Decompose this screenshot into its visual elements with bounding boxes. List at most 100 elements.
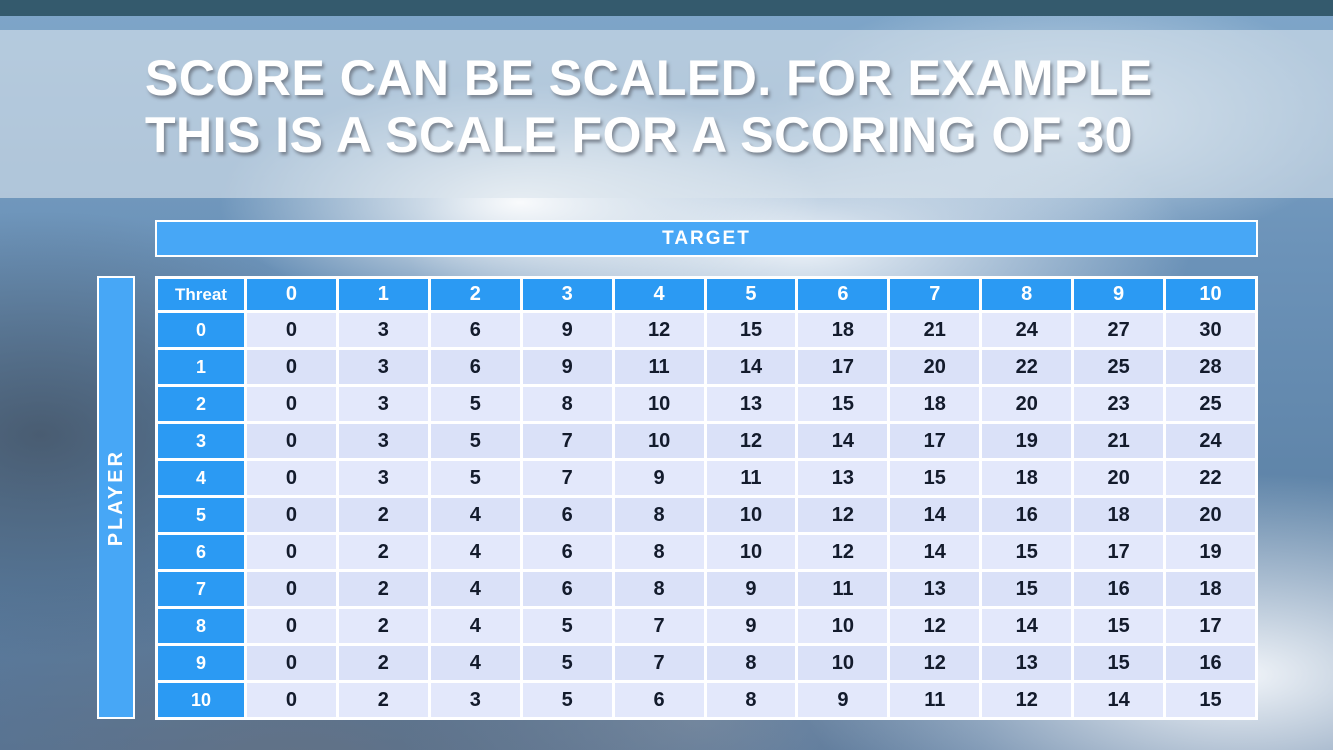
top-bar xyxy=(0,0,1333,16)
player-row-header: 4 xyxy=(158,461,244,495)
score-cell: 2 xyxy=(338,498,428,532)
target-col-header: 1 xyxy=(338,279,428,310)
score-cell: 8 xyxy=(706,683,796,717)
score-cell: 9 xyxy=(706,572,796,606)
table-row: 9 0 2 4 5 7 8 10 12 13 15 16 xyxy=(158,646,1255,680)
table-row: 2 0 3 5 8 10 13 15 18 20 23 25 xyxy=(158,387,1255,421)
score-cell: 4 xyxy=(430,498,520,532)
score-cell: 0 xyxy=(247,424,336,458)
score-cell: 28 xyxy=(1166,350,1255,384)
score-cell: 9 xyxy=(798,683,888,717)
score-cell: 0 xyxy=(247,683,336,717)
score-cell: 23 xyxy=(1074,387,1164,421)
score-cell: 10 xyxy=(798,609,888,643)
table-row: 1 0 3 6 9 11 14 17 20 22 25 28 xyxy=(158,350,1255,384)
score-cell: 16 xyxy=(1166,646,1255,680)
score-cell: 19 xyxy=(1166,535,1255,569)
score-cell: 21 xyxy=(890,313,980,347)
score-cell: 10 xyxy=(798,646,888,680)
score-cell: 13 xyxy=(890,572,980,606)
player-label: PLAYER xyxy=(104,448,127,547)
score-cell: 9 xyxy=(614,461,704,495)
score-cell: 14 xyxy=(1074,683,1164,717)
score-cell: 11 xyxy=(614,350,704,384)
column-header-row: Threat 0 1 2 3 4 5 6 7 8 9 10 xyxy=(158,279,1255,310)
score-cell: 20 xyxy=(890,350,980,384)
score-cell: 25 xyxy=(1166,387,1255,421)
score-cell: 2 xyxy=(338,535,428,569)
score-cell: 0 xyxy=(247,609,336,643)
player-row-header: 8 xyxy=(158,609,244,643)
score-cell: 4 xyxy=(430,572,520,606)
score-cell: 3 xyxy=(338,461,428,495)
score-cell: 8 xyxy=(614,498,704,532)
score-cell: 4 xyxy=(430,609,520,643)
score-cell: 2 xyxy=(338,572,428,606)
table-row: 4 0 3 5 7 9 11 13 15 18 20 22 xyxy=(158,461,1255,495)
score-cell: 14 xyxy=(798,424,888,458)
player-header-bar: PLAYER xyxy=(97,276,135,719)
slide-title-line-2: THIS IS A SCALE FOR A SCORING OF 30 xyxy=(145,107,1133,163)
score-cell: 2 xyxy=(338,683,428,717)
score-cell: 5 xyxy=(522,683,612,717)
score-cell: 8 xyxy=(614,572,704,606)
score-cell: 22 xyxy=(982,350,1072,384)
score-cell: 0 xyxy=(247,646,336,680)
score-cell: 18 xyxy=(1074,498,1164,532)
score-cell: 11 xyxy=(798,572,888,606)
target-col-header: 2 xyxy=(430,279,520,310)
target-col-header: 9 xyxy=(1074,279,1164,310)
score-cell: 22 xyxy=(1166,461,1255,495)
score-cell: 6 xyxy=(430,350,520,384)
table-row: 0 0 3 6 9 12 15 18 21 24 27 30 xyxy=(158,313,1255,347)
score-cell: 16 xyxy=(1074,572,1164,606)
score-cell: 13 xyxy=(706,387,796,421)
target-col-header: 10 xyxy=(1166,279,1255,310)
score-cell: 7 xyxy=(614,609,704,643)
target-col-header: 0 xyxy=(247,279,336,310)
score-cell: 10 xyxy=(706,535,796,569)
player-row-header: 7 xyxy=(158,572,244,606)
score-cell: 6 xyxy=(522,498,612,532)
score-cell: 14 xyxy=(890,535,980,569)
target-header-bar: TARGET xyxy=(155,220,1258,257)
score-cell: 24 xyxy=(1166,424,1255,458)
target-col-header: 6 xyxy=(798,279,888,310)
score-cell: 5 xyxy=(430,387,520,421)
score-cell: 0 xyxy=(247,313,336,347)
score-cell: 11 xyxy=(890,683,980,717)
score-cell: 10 xyxy=(614,424,704,458)
score-cell: 3 xyxy=(338,424,428,458)
score-cell: 8 xyxy=(522,387,612,421)
score-cell: 15 xyxy=(982,535,1072,569)
score-cell: 12 xyxy=(798,498,888,532)
player-row-header: 5 xyxy=(158,498,244,532)
player-row-header: 0 xyxy=(158,313,244,347)
score-cell: 30 xyxy=(1166,313,1255,347)
target-col-header: 4 xyxy=(614,279,704,310)
score-cell: 8 xyxy=(706,646,796,680)
player-row-header: 3 xyxy=(158,424,244,458)
score-cell: 14 xyxy=(982,609,1072,643)
score-cell: 12 xyxy=(798,535,888,569)
target-col-header: 8 xyxy=(982,279,1072,310)
score-cell: 7 xyxy=(522,461,612,495)
score-table: Threat 0 1 2 3 4 5 6 7 8 9 10 0 0 3 6 9 12 15 18 21 24 27 30 1 0… xyxy=(155,276,1258,720)
score-cell: 12 xyxy=(706,424,796,458)
score-cell: 3 xyxy=(338,387,428,421)
score-cell: 16 xyxy=(982,498,1072,532)
score-cell: 0 xyxy=(247,498,336,532)
target-col-header: 5 xyxy=(706,279,796,310)
table-row: 10 0 2 3 5 6 8 9 11 12 14 15 xyxy=(158,683,1255,717)
threat-corner-label: Threat xyxy=(158,279,244,310)
player-row-header: 1 xyxy=(158,350,244,384)
table-row: 7 0 2 4 6 8 9 11 13 15 16 18 xyxy=(158,572,1255,606)
target-label: TARGET xyxy=(662,227,751,249)
player-row-header: 9 xyxy=(158,646,244,680)
score-cell: 3 xyxy=(338,350,428,384)
score-cell: 24 xyxy=(982,313,1072,347)
score-cell: 3 xyxy=(338,313,428,347)
score-cell: 0 xyxy=(247,535,336,569)
score-cell: 2 xyxy=(338,609,428,643)
score-cell: 19 xyxy=(982,424,1072,458)
